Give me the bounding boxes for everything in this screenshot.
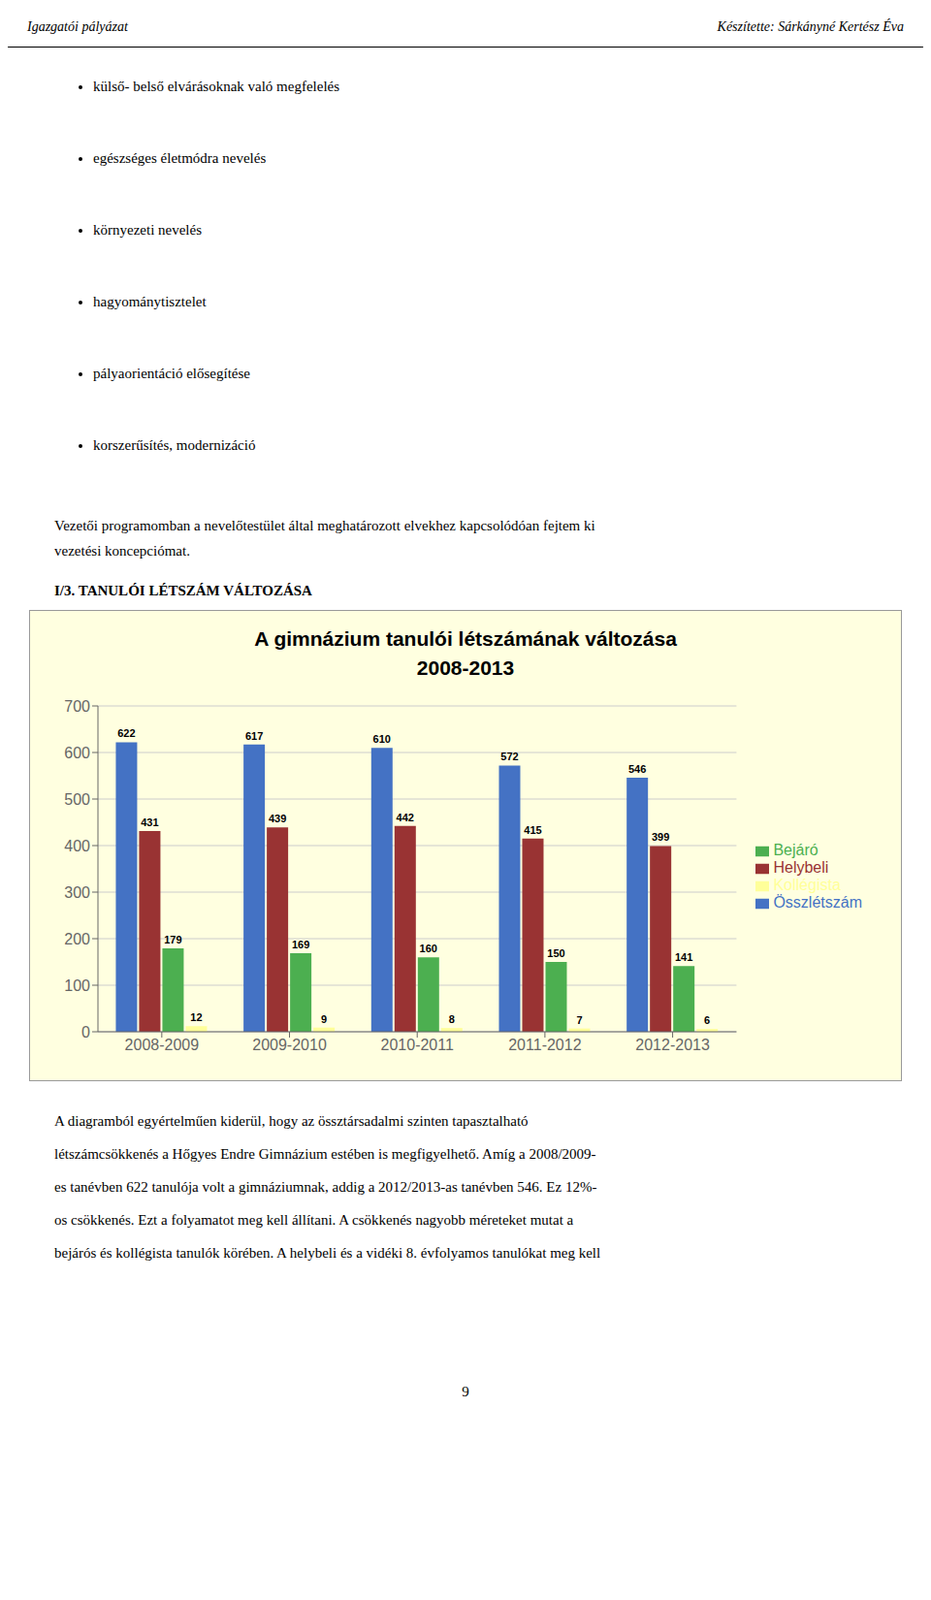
html-text:2008-2013: 2008-2013 [416,656,515,679]
html-text:9: 9 [461,1383,470,1400]
svg-text:100: 100 [64,977,91,995]
html-text:vezetési koncepciómat.: vezetési koncepciómat. [54,543,190,559]
svg-text:141: 141 [674,951,693,964]
html-text:Összlétszám: Összlétszám [773,894,863,911]
svg-text:9: 9 [321,1013,327,1026]
html-text:külső- belső elvárásoknak való: külső- belső elvárásoknak való megfelelé… [93,78,340,95]
svg-text:8: 8 [449,1013,455,1026]
svg-text:12: 12 [190,1011,202,1024]
html-text:korszerűsítés, modernizáció: korszerűsítés, modernizáció [93,437,256,453]
html-text:környezeti nevelés: környezeti nevelés [93,222,202,238]
svg-text:2010-2011: 2010-2011 [381,1036,454,1054]
svg-text:431: 431 [140,816,159,829]
svg-text:2009-2010: 2009-2010 [252,1036,327,1054]
html-text:Igazgatói pályázat: Igazgatói pályázat [27,19,128,34]
svg-text:700: 700 [64,698,91,715]
svg-text:0: 0 [81,1024,91,1041]
svg-text:160: 160 [419,942,438,955]
svg-text:415: 415 [523,824,542,836]
html-text:I/3. TANULÓI LÉTSZÁM VÁLTOZÁSA: I/3. TANULÓI LÉTSZÁM VÁLTOZÁSA [54,582,313,598]
svg-text:617: 617 [245,730,263,742]
html-text:A diagramból egyértelműen kide: A diagramból egyértelműen kiderül, hogy … [54,1113,529,1129]
svg-text:300: 300 [64,884,91,901]
svg-text:2012-2013: 2012-2013 [635,1036,710,1054]
svg-text:150: 150 [546,947,565,960]
svg-text:610: 610 [373,733,391,745]
svg-text:546: 546 [628,763,646,775]
html-text:Kollégista: Kollégista [773,876,841,894]
svg-text:6: 6 [704,1014,710,1027]
html-text:os csökkenés. Ezt a folyamatot: os csökkenés. Ezt a folyamatot meg kell … [54,1212,574,1228]
html-text:hagyománytisztelet: hagyománytisztelet [93,293,207,310]
svg-text:7: 7 [576,1014,582,1027]
html-text:Vezetői programomban a nevelőt: Vezetői programomban a nevelőtestület ál… [54,517,596,534]
html-text:egészséges életmódra nevelés: egészséges életmódra nevelés [93,150,267,166]
svg-text:2011-2012: 2011-2012 [508,1036,581,1054]
svg-text:400: 400 [64,837,91,855]
html-text:bejárós és kollégista tanulók: bejárós és kollégista tanulók körében. A… [54,1245,601,1261]
svg-text:399: 399 [651,831,670,843]
svg-text:169: 169 [291,938,310,951]
html-text:Bejáró: Bejáró [773,841,819,859]
svg-text:2008-2009: 2008-2009 [125,1036,200,1054]
svg-text:439: 439 [268,812,287,825]
html-text:létszámcsökkenés a Hőgyes Endr: létszámcsökkenés a Hőgyes Endre Gimnáziu… [54,1146,597,1162]
svg-text:572: 572 [500,750,518,763]
svg-text:600: 600 [64,744,91,762]
svg-text:500: 500 [64,791,91,808]
html-text:es tanévben 622 tanulója volt: es tanévben 622 tanulója volt a gimnáziu… [54,1179,597,1195]
svg-text:179: 179 [163,933,182,946]
html-text:A gimnázium tanulói létszámána: A gimnázium tanulói létszámának változás… [254,627,677,650]
html-text:Készítette: Sárkányné Kertész: Készítette: Sárkányné Kertész Éva [717,19,904,34]
html-text:pályaorientáció elősegítése: pályaorientáció elősegítése [93,365,251,382]
svg-text:442: 442 [396,811,415,824]
svg-text:622: 622 [117,727,135,739]
svg-text:200: 200 [64,931,91,948]
html-text:Helybeli: Helybeli [773,859,829,876]
